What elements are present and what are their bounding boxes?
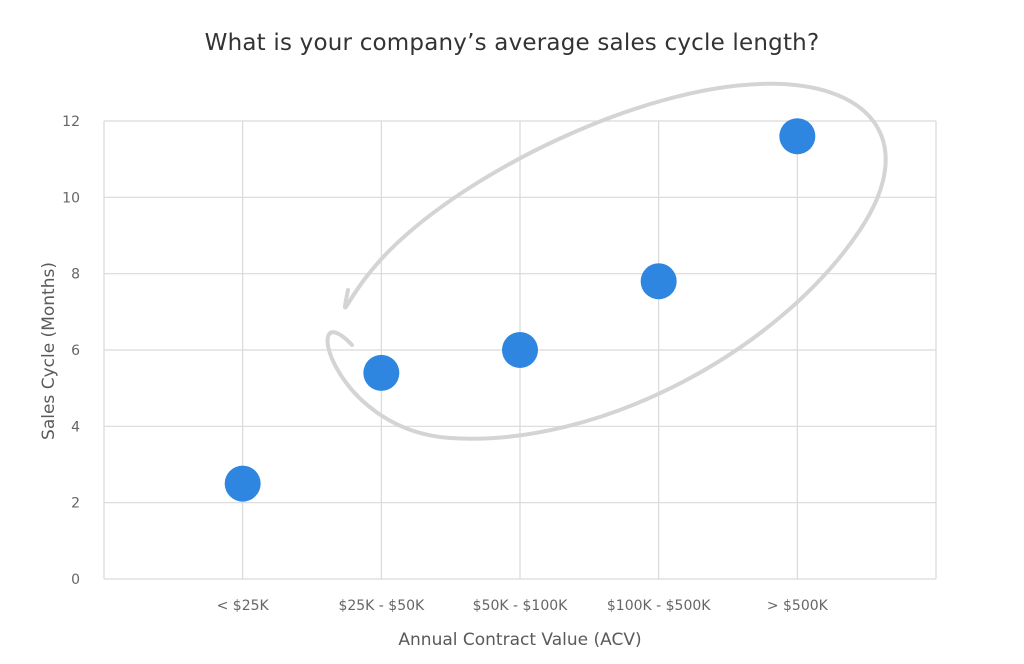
y-tick-label: 0 — [71, 572, 80, 588]
chart-title: What is your company’s average sales cyc… — [204, 30, 820, 56]
y-tick-label: 8 — [71, 267, 80, 283]
y-axis-ticks: 0 2 4 6 8 10 12 — [62, 114, 80, 588]
y-axis-title: Sales Cycle (Months) — [39, 262, 59, 440]
data-point — [363, 354, 400, 391]
y-tick-label: 12 — [62, 114, 80, 130]
data-point — [502, 332, 538, 368]
highlight-annotation — [325, 81, 888, 441]
highlight-loop — [325, 81, 888, 441]
x-tick-label: < $25K — [217, 598, 270, 614]
y-tick-label: 2 — [71, 496, 80, 512]
x-tick-label: $25K - $50K — [338, 598, 425, 614]
y-tick-label: 6 — [71, 343, 80, 359]
data-point — [640, 263, 677, 300]
x-axis-title: Annual Contract Value (ACV) — [398, 630, 641, 650]
data-point — [779, 118, 816, 155]
y-tick-label: 4 — [71, 419, 80, 435]
data-point — [224, 465, 261, 502]
x-tick-label: $50K - $100K — [473, 598, 568, 614]
x-tick-label: > $500K — [767, 598, 829, 614]
data-points — [224, 118, 816, 502]
x-axis-ticks: < $25K $25K - $50K $50K - $100K $100K - $50… — [217, 598, 829, 614]
x-tick-label: $100K - $500K — [607, 598, 711, 614]
y-tick-label: 10 — [62, 190, 80, 206]
